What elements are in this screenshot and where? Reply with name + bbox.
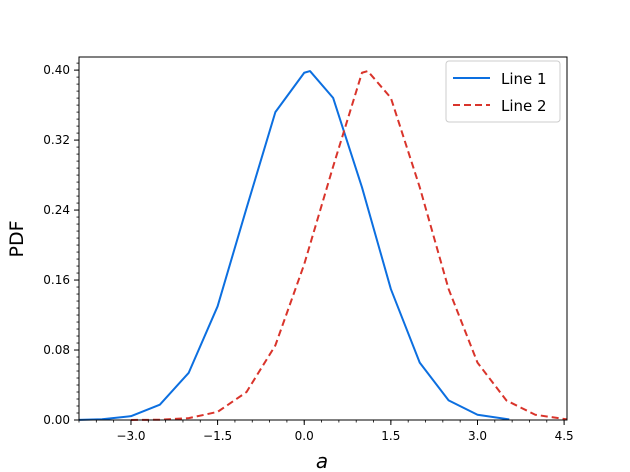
y-tick-label: 0.40	[43, 63, 70, 77]
legend-line-1-label: Line 1	[501, 70, 547, 88]
x-tick-label: 0.0	[295, 429, 314, 443]
legend-line-2-label: Line 2	[501, 97, 547, 115]
x-tick-label: 4.5	[555, 429, 574, 443]
series-line-2	[130, 70, 568, 421]
x-tick-label: −3.0	[116, 429, 145, 443]
axes-frame	[78, 56, 568, 421]
plot-area	[78, 70, 568, 421]
x-tick-label: 3.0	[468, 429, 487, 443]
x-tick-label: −1.5	[203, 429, 232, 443]
legend-frame	[445, 60, 561, 123]
y-tick-label: 0.16	[43, 273, 70, 287]
series-line-1	[78, 70, 510, 421]
y-tick-label: 0.24	[43, 203, 70, 217]
x-tick-label: 1.5	[381, 429, 400, 443]
legend: Line 1 Line 2	[445, 60, 561, 123]
y-axis-label: PDF	[6, 220, 28, 257]
x-axis-label: a	[316, 449, 328, 472]
y-tick-label: 0.32	[43, 133, 70, 147]
y-tick-label: 0.08	[43, 343, 70, 357]
axes: −3.0 −1.5 0.0 1.5 3.0 4.5 0.00 0.08 0.16 0.24 0.32…	[43, 56, 574, 443]
y-tick-label: 0.00	[43, 413, 70, 427]
